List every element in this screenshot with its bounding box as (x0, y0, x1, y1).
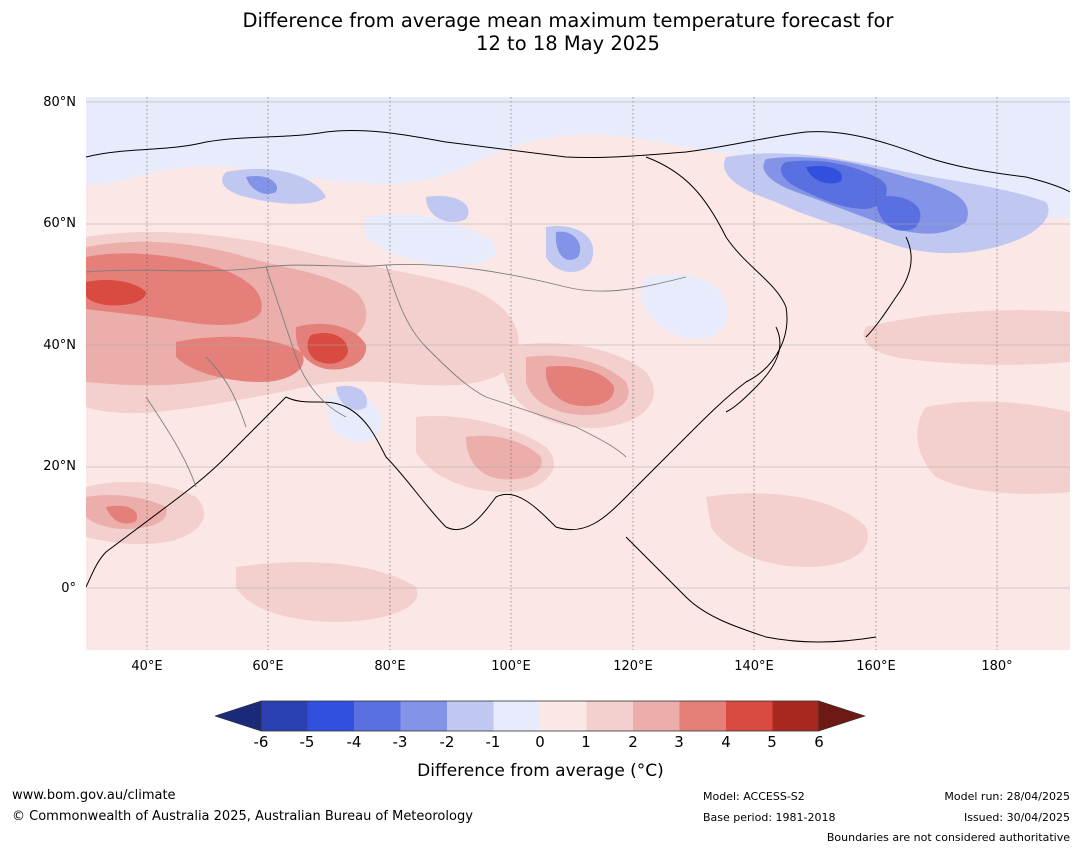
title-line-2: 12 to 18 May 2025 (476, 32, 660, 55)
colorbar-legend (215, 700, 866, 732)
colorbar-segment-3 (354, 701, 401, 731)
lon-label-40e: 40°E (131, 659, 163, 674)
lat-label-0: 0° (61, 581, 76, 596)
colorbar-extend-low (215, 700, 262, 732)
colorbar-extend-high (818, 700, 866, 732)
colorbar-segment-4 (400, 701, 447, 731)
colorbar-segment-8 (586, 701, 633, 731)
map-title: Difference from average mean maximum tem… (0, 9, 1081, 55)
colorbar-tick-m4: -4 (346, 733, 362, 751)
title-line-1: Difference from average mean maximum tem… (242, 9, 894, 32)
lon-label-80e: 80°E (374, 659, 406, 674)
lon-label-120e: 120°E (613, 659, 653, 674)
colorbar-segment-6 (493, 701, 540, 731)
colorbar-segment-11 (726, 701, 773, 731)
bom-url-link[interactable]: www.bom.gov.au/climate (12, 788, 176, 803)
colorbar-tick-2: 2 (628, 733, 638, 751)
boundaries-disclaimer: Boundaries are not considered authoritat… (826, 831, 1070, 844)
colorbar-segment-7 (540, 701, 587, 731)
colorbar-tick-0: 0 (535, 733, 545, 751)
lat-label-60n: 60°N (43, 216, 76, 231)
lat-label-40n: 40°N (43, 338, 76, 353)
colorbar-tick-1: 1 (581, 733, 591, 751)
colorbar-tick-m1: -1 (485, 733, 501, 751)
lon-label-100e: 100°E (491, 659, 531, 674)
colorbar-tick-6: 6 (814, 733, 824, 751)
colorbar-segment-10 (679, 701, 726, 731)
temperature-anomaly-map (86, 97, 1070, 650)
base-period: Base period: 1981-2018 (703, 811, 836, 824)
colorbar-tick-m3: -3 (392, 733, 408, 751)
colorbar-title: Difference from average (°C) (417, 761, 664, 781)
model-name: Model: ACCESS-S2 (703, 790, 805, 803)
colorbar-segment-5 (447, 701, 494, 731)
colorbar-tick-m2: -2 (439, 733, 455, 751)
colorbar-segment-1 (261, 701, 308, 731)
lon-label-160e: 160°E (856, 659, 896, 674)
colorbar-segment-12 (772, 701, 819, 731)
lon-label-60e: 60°E (252, 659, 284, 674)
colorbar-tick-m6: -6 (253, 733, 269, 751)
colorbar-segment-9 (633, 701, 680, 731)
lat-label-80n: 80°N (43, 95, 76, 110)
colorbar-segment-2 (307, 701, 354, 731)
colorbar-tick-3: 3 (674, 733, 684, 751)
issued-date: Issued: 30/04/2025 (963, 811, 1070, 824)
copyright-text: © Commonwealth of Australia 2025, Austra… (12, 809, 473, 824)
colorbar-tick-m5: -5 (299, 733, 315, 751)
lon-label-180: 180° (981, 659, 1013, 674)
lon-label-140e: 140°E (734, 659, 774, 674)
model-run-date: Model run: 28/04/2025 (944, 790, 1070, 803)
colorbar-tick-4: 4 (721, 733, 731, 751)
lat-label-20n: 20°N (43, 459, 76, 474)
colorbar-tick-5: 5 (767, 733, 777, 751)
